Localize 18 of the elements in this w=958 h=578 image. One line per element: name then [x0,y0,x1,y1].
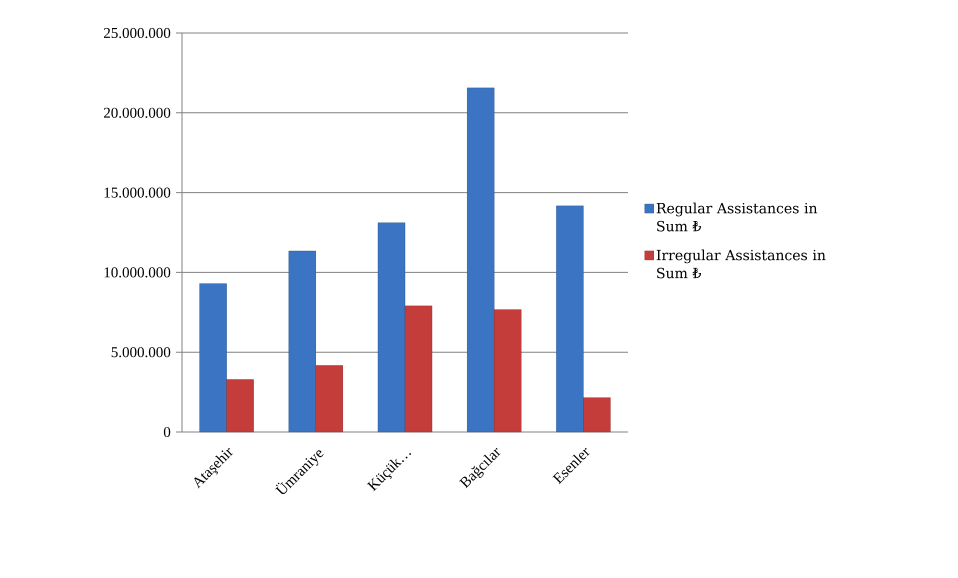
bar [556,206,584,432]
bar [494,309,522,432]
legend-label: Regular Assistances in Sum ₺ [656,202,818,232]
y-tick-label: 10.000.000 [104,267,170,278]
y-tick-label: 15.000.000 [104,188,170,198]
bar [288,250,316,432]
bar [378,222,406,432]
y-tick-label: 25.000.000 [104,28,170,38]
bar [316,365,344,432]
bar [467,88,494,432]
legend-label: Irregular Assistances in Sum ₺ [656,249,826,278]
bar [226,379,254,432]
y-tick-label: 20.000.000 [104,108,170,118]
bar [583,397,611,432]
bar [199,283,227,432]
y-tick-label: 5.000.000 [112,347,170,358]
bar [404,306,432,432]
y-tick-label: 0 [164,426,170,438]
